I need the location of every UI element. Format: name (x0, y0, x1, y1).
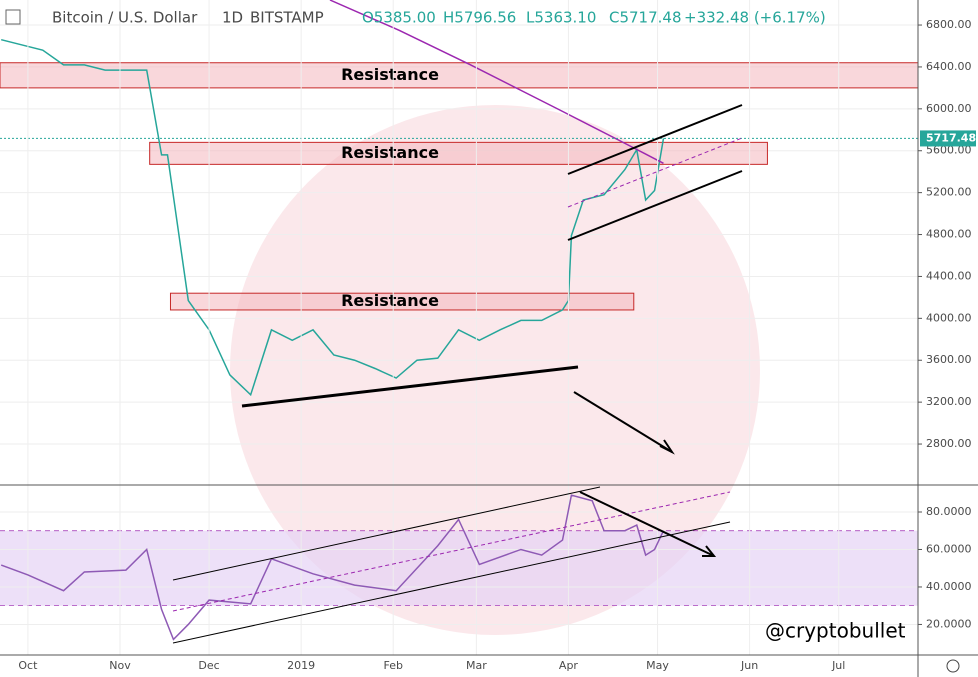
expand-button[interactable] (5, 9, 21, 25)
zone-label: Resistance (341, 65, 439, 84)
y-tick-label: 2800.00 (926, 437, 972, 450)
y-tick-label: 5200.00 (926, 186, 972, 199)
channel-top (567, 104, 743, 175)
x-tick-label: Apr (559, 659, 579, 672)
close: C5717.48 (609, 9, 682, 27)
arrowhead (702, 545, 717, 557)
low: L5363.10 (526, 9, 596, 27)
y-tick-label: 80.0000 (926, 505, 972, 518)
symbol: Bitcoin / U.S. Dollar (52, 9, 198, 27)
resistance-zone (0, 62, 919, 89)
x-tick-label: Jul (831, 659, 845, 672)
watermark-text: @cryptobullet (765, 619, 906, 643)
rsi-band (0, 530, 918, 606)
rsi-arrow (579, 491, 715, 557)
y-tick-label: 4800.00 (926, 228, 972, 241)
interval: 1D (222, 9, 243, 27)
x-tick-label: Feb (383, 659, 402, 672)
x-tick-label: Oct (18, 659, 38, 672)
exchange: BITSTAMP (250, 9, 324, 27)
logo-watermark (230, 105, 760, 635)
last-price-box (920, 130, 976, 147)
x-tick-label: 2019 (287, 659, 315, 672)
support-line (241, 365, 579, 408)
y-tick-label: 20.0000 (926, 617, 972, 630)
plot: Resistance Resistance Resistance (0, 0, 919, 655)
x-tick-label: Mar (466, 659, 487, 672)
y-tick-label: 6400.00 (926, 60, 972, 73)
zone-label: Resistance (341, 291, 439, 310)
y-tick-label: 3600.00 (926, 353, 972, 366)
x-tick-label: Jun (740, 659, 758, 672)
y-tick-label: 40.0000 (926, 580, 972, 593)
y-tick-label: 6000.00 (926, 102, 972, 115)
high: H5796.56 (443, 9, 516, 27)
y-tick-label: 6800.00 (926, 18, 972, 31)
last-price-label: 5717.48 (926, 131, 976, 144)
y-tick-label: 4000.00 (926, 311, 972, 324)
volume-arrow (573, 391, 673, 453)
y-tick-label: 60.0000 (926, 542, 972, 555)
resistance-zone (149, 141, 768, 165)
trendlines (172, 104, 743, 644)
resistance-zone (169, 292, 635, 311)
change: +332.48 (+6.17%) (684, 9, 826, 27)
y-tick-label: 3200.00 (926, 395, 972, 408)
rsi-channel-top (172, 486, 601, 581)
series-line (329, 0, 664, 164)
open: O5385.00 (362, 9, 436, 27)
settings-button[interactable] (946, 659, 960, 673)
y-tick-label: 5600.00 (926, 144, 972, 157)
channel-bottom (567, 170, 743, 241)
rsi-channel-bottom (172, 521, 731, 644)
series-line (0, 494, 665, 641)
x-tick-label: May (646, 659, 669, 672)
x-tick-label: Nov (109, 659, 131, 672)
arrowhead (659, 439, 675, 455)
rsi-channel-mid (172, 491, 731, 612)
y-tick-label: 4400.00 (926, 269, 972, 282)
x-tick-label: Dec (198, 659, 219, 672)
price-line (1, 38, 665, 397)
zone-label: Resistance (341, 143, 439, 162)
channel-mid (567, 137, 743, 208)
